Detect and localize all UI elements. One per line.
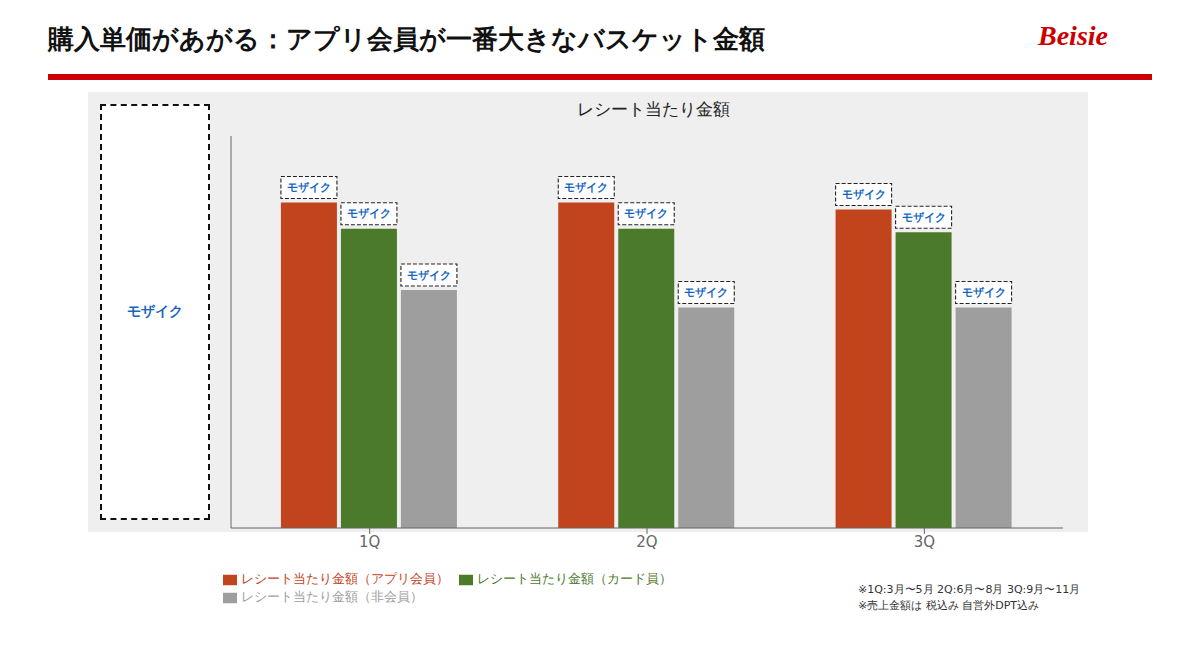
svg-text:モザイク: モザイク — [624, 207, 668, 220]
svg-text:モザイク: モザイク — [842, 188, 886, 201]
svg-text:モザイク: モザイク — [684, 286, 728, 299]
html-text:レシート当たり金額: レシート当たり金額 — [576, 99, 730, 119]
svg-text:モザイク: モザイク — [902, 211, 946, 224]
html-text:レシート当たり金額（非会員）: レシート当たり金額（非会員） — [241, 589, 423, 604]
svg-text:2Q: 2Q — [636, 533, 657, 551]
html-text:※売上金額は 税込み 自営外DPT込み: ※売上金額は 税込み 自営外DPT込み — [858, 599, 1039, 612]
svg-text:モザイク: モザイク — [347, 207, 391, 220]
html-text:購入単価があがる：アプリ会員が一番大きなバスケット金額: 購入単価があがる：アプリ会員が一番大きなバスケット金額 — [48, 24, 765, 54]
html-text:※1Q:3月〜5月 2Q:6月〜8月 3Q:9月〜11月: ※1Q:3月〜5月 2Q:6月〜8月 3Q:9月〜11月 — [858, 583, 1081, 596]
svg-text:1Q: 1Q — [359, 533, 380, 551]
svg-text:モザイク: モザイク — [407, 269, 451, 282]
svg-text:モザイク: モザイク — [287, 181, 331, 194]
html-text:レシート当たり金額（アプリ会員）: レシート当たり金額（アプリ会員） — [241, 571, 449, 586]
svg-text:モザイク: モザイク — [564, 181, 608, 194]
html-text:Beisie: Beisie — [1038, 20, 1108, 51]
svg-text:モザイク: モザイク — [962, 286, 1006, 299]
html-text:レシート当たり金額（カード員）: レシート当たり金額（カード員） — [477, 571, 672, 586]
svg-text:3Q: 3Q — [914, 533, 935, 551]
html-text:モザイク: モザイク — [127, 303, 183, 319]
